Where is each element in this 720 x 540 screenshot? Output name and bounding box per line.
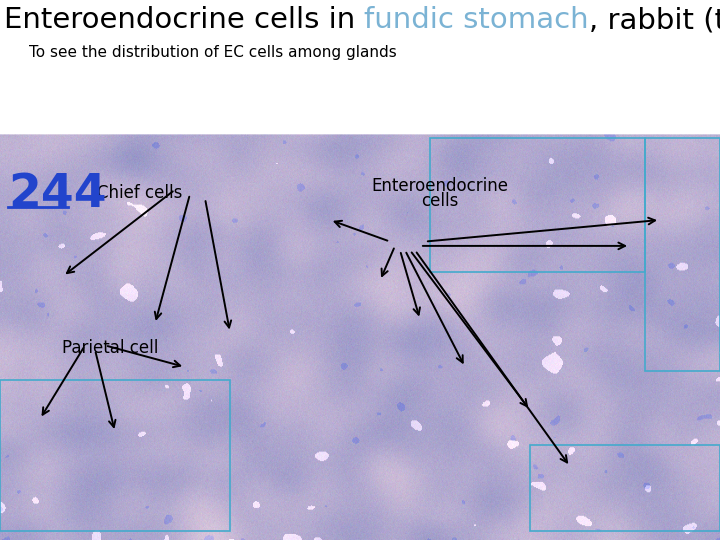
Text: To see the distribution of EC cells among glands: To see the distribution of EC cells amon… <box>29 45 397 60</box>
Bar <box>430 138 645 272</box>
Bar <box>0 380 230 531</box>
Text: cells: cells <box>421 192 459 210</box>
Text: , rabbit (toluidine blue): , rabbit (toluidine blue) <box>589 6 720 35</box>
Bar <box>645 138 720 372</box>
Text: Parietal cell: Parietal cell <box>62 339 158 357</box>
Bar <box>530 445 720 531</box>
Text: Enteroendocrine: Enteroendocrine <box>372 177 508 195</box>
Text: fundic stomach: fundic stomach <box>364 6 589 35</box>
Text: Chief cells: Chief cells <box>97 184 183 201</box>
Text: Enteroendocrine cells in: Enteroendocrine cells in <box>4 6 364 35</box>
Text: 244: 244 <box>8 172 107 218</box>
